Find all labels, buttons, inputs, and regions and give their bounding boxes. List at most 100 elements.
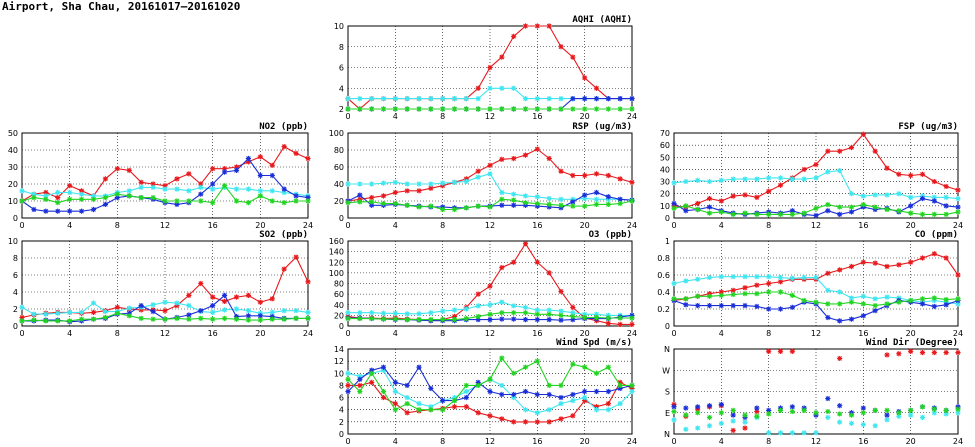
data-point-cyan: [943, 411, 949, 417]
data-point-green: [908, 297, 914, 304]
data-point-red: [43, 189, 49, 196]
y-tick-label: 8: [13, 254, 18, 263]
data-point-green: [706, 293, 713, 299]
data-point-red: [629, 321, 635, 328]
data-point-green: [695, 410, 701, 416]
data-point-green: [558, 382, 564, 389]
data-point-green: [683, 412, 689, 418]
data-point-red: [392, 401, 398, 407]
x-tick-label: 16: [208, 221, 218, 230]
data-point-cyan: [475, 174, 481, 180]
data-point-cyan: [825, 169, 831, 175]
data-point-green: [754, 291, 760, 297]
data-point-red: [582, 398, 588, 404]
data-point-blue: [570, 317, 576, 323]
panel-rsp: RSP (ug/m3) 0 20 40 60 80 100 0 4 8 12 16 20 24: [329, 122, 637, 230]
data-point-red: [546, 419, 552, 425]
data-point-blue: [558, 317, 564, 323]
y-tick-label: 50: [660, 153, 670, 162]
data-point-cyan: [848, 191, 855, 197]
data-point-red: [570, 54, 576, 60]
data-point-blue: [293, 193, 299, 199]
panel-title: O3 (ppb): [589, 230, 632, 240]
y-tick-label: 0: [339, 322, 344, 331]
x-tick-label: 16: [858, 437, 868, 446]
data-point-green: [475, 313, 481, 320]
data-point-green: [451, 317, 458, 323]
data-point-cyan: [31, 311, 37, 317]
data-point-green: [943, 211, 949, 217]
data-point-blue: [245, 155, 252, 162]
data-point-red: [582, 75, 588, 81]
data-point-red: [522, 419, 529, 425]
data-point-cyan: [777, 175, 784, 181]
data-point-cyan: [706, 274, 713, 281]
data-point-blue: [593, 189, 600, 196]
data-point-red: [943, 349, 949, 356]
data-point-blue: [511, 316, 517, 322]
data-point-blue: [534, 317, 540, 323]
data-point-cyan: [392, 388, 398, 395]
data-point-green: [369, 199, 375, 205]
data-point-green: [570, 361, 576, 367]
x-tick-label: 24: [303, 329, 313, 338]
data-point-red: [475, 291, 481, 297]
data-point-cyan: [801, 176, 807, 182]
data-point-red: [718, 289, 724, 295]
x-tick-label: 4: [393, 221, 398, 230]
data-point-green: [475, 382, 481, 389]
y-tick-label: 50: [8, 129, 18, 138]
data-point-blue: [245, 313, 252, 319]
data-point-blue: [305, 195, 311, 201]
data-point-blue: [55, 208, 61, 214]
data-point-green: [766, 411, 772, 417]
data-point-blue: [605, 388, 611, 395]
data-point-green: [19, 198, 25, 204]
data-point-blue: [221, 169, 228, 175]
data-point-green: [582, 203, 588, 209]
data-point-blue: [570, 199, 576, 205]
data-point-green: [706, 210, 713, 216]
data-point-green: [943, 407, 949, 413]
data-point-cyan: [789, 176, 795, 182]
data-point-cyan: [463, 388, 469, 395]
data-point-cyan: [955, 301, 961, 307]
data-point-red: [943, 255, 949, 261]
data-point-cyan: [416, 311, 422, 317]
y-tick-label: 100: [329, 129, 344, 138]
data-point-blue: [511, 391, 517, 398]
data-point-cyan: [848, 295, 855, 301]
data-point-blue: [546, 391, 552, 398]
data-point-cyan: [884, 192, 890, 198]
y-tick-label: 40: [334, 180, 344, 189]
data-point-blue: [499, 391, 505, 398]
data-point-blue: [257, 313, 263, 319]
data-point-red: [67, 183, 73, 189]
data-point-red: [281, 144, 287, 150]
data-point-red: [475, 85, 481, 91]
data-point-cyan: [789, 275, 795, 281]
y-tick-label: 20: [334, 197, 344, 206]
data-point-green: [570, 106, 576, 112]
data-point-blue: [931, 303, 937, 310]
data-point-cyan: [198, 184, 204, 190]
data-point-cyan: [357, 310, 363, 316]
data-point-red: [754, 194, 760, 200]
data-point-cyan: [380, 310, 387, 316]
data-point-blue: [629, 312, 635, 318]
data-point-green: [671, 408, 677, 415]
data-point-cyan: [742, 176, 748, 182]
data-point-red: [872, 148, 878, 154]
data-point-red: [114, 304, 120, 310]
data-point-cyan: [440, 96, 446, 102]
data-point-green: [872, 204, 878, 210]
data-point-green: [487, 376, 493, 382]
data-point-blue: [848, 316, 855, 322]
data-point-cyan: [440, 308, 446, 314]
data-point-cyan: [534, 96, 540, 102]
data-point-red: [617, 176, 623, 182]
data-point-blue: [766, 407, 772, 413]
data-point-red: [126, 167, 132, 173]
data-point-cyan: [570, 398, 576, 404]
y-tick-label: 8: [339, 43, 344, 52]
